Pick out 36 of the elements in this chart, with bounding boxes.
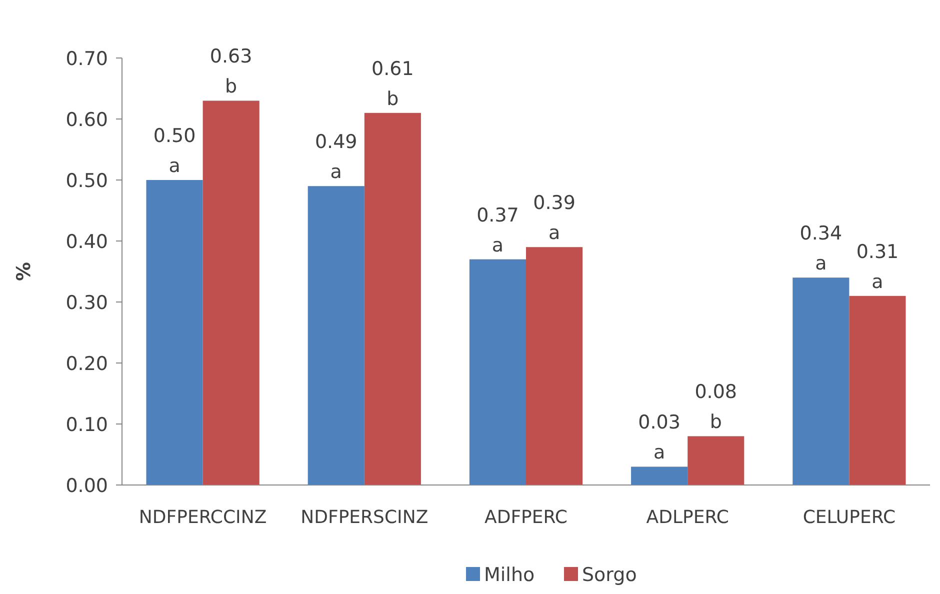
bar xyxy=(688,436,744,485)
x-tick-label: ADFPERC xyxy=(484,507,568,528)
data-label: 0.34 a xyxy=(800,222,842,275)
y-tick-label: 0.10 xyxy=(66,414,108,436)
x-tick-label: NDFPERCCINZ xyxy=(138,507,267,528)
bar xyxy=(631,466,688,485)
data-label: 0.03 a xyxy=(638,412,680,464)
legend-label: Sorgo xyxy=(582,564,637,586)
x-tick-label: NDFPERSCINZ xyxy=(300,507,428,528)
data-label: 0.31 a xyxy=(856,240,899,293)
y-axis-title: % xyxy=(13,262,35,282)
x-tick-label: CELUPERC xyxy=(802,507,896,528)
bar xyxy=(364,112,421,485)
x-tick-label: ADLPERC xyxy=(646,507,729,528)
bar xyxy=(792,278,850,485)
bar xyxy=(308,186,364,485)
bar xyxy=(202,100,260,485)
y-tick-label: 0.60 xyxy=(66,109,108,131)
data-label: 0.39 a xyxy=(533,192,576,244)
bar xyxy=(849,296,906,485)
data-label: 0.49 a xyxy=(314,131,358,184)
data-label: 0.08 b xyxy=(694,381,738,434)
bar xyxy=(146,180,203,485)
y-tick-label: 0.70 xyxy=(66,48,108,70)
data-label: 0.37 a xyxy=(476,204,519,256)
y-tick-label: 0.40 xyxy=(66,231,108,253)
data-label: 0.50 a xyxy=(153,125,196,177)
legend-label: Milho xyxy=(484,564,535,586)
bar xyxy=(469,259,526,485)
y-tick-label: 0.00 xyxy=(66,475,108,497)
data-label: 0.63 b xyxy=(210,46,252,98)
y-tick-label: 0.50 xyxy=(66,170,108,192)
data-label: 0.61 b xyxy=(372,58,414,110)
bar xyxy=(526,247,583,485)
y-tick-label: 0.30 xyxy=(66,292,108,314)
y-tick-label: 0.20 xyxy=(66,353,108,375)
